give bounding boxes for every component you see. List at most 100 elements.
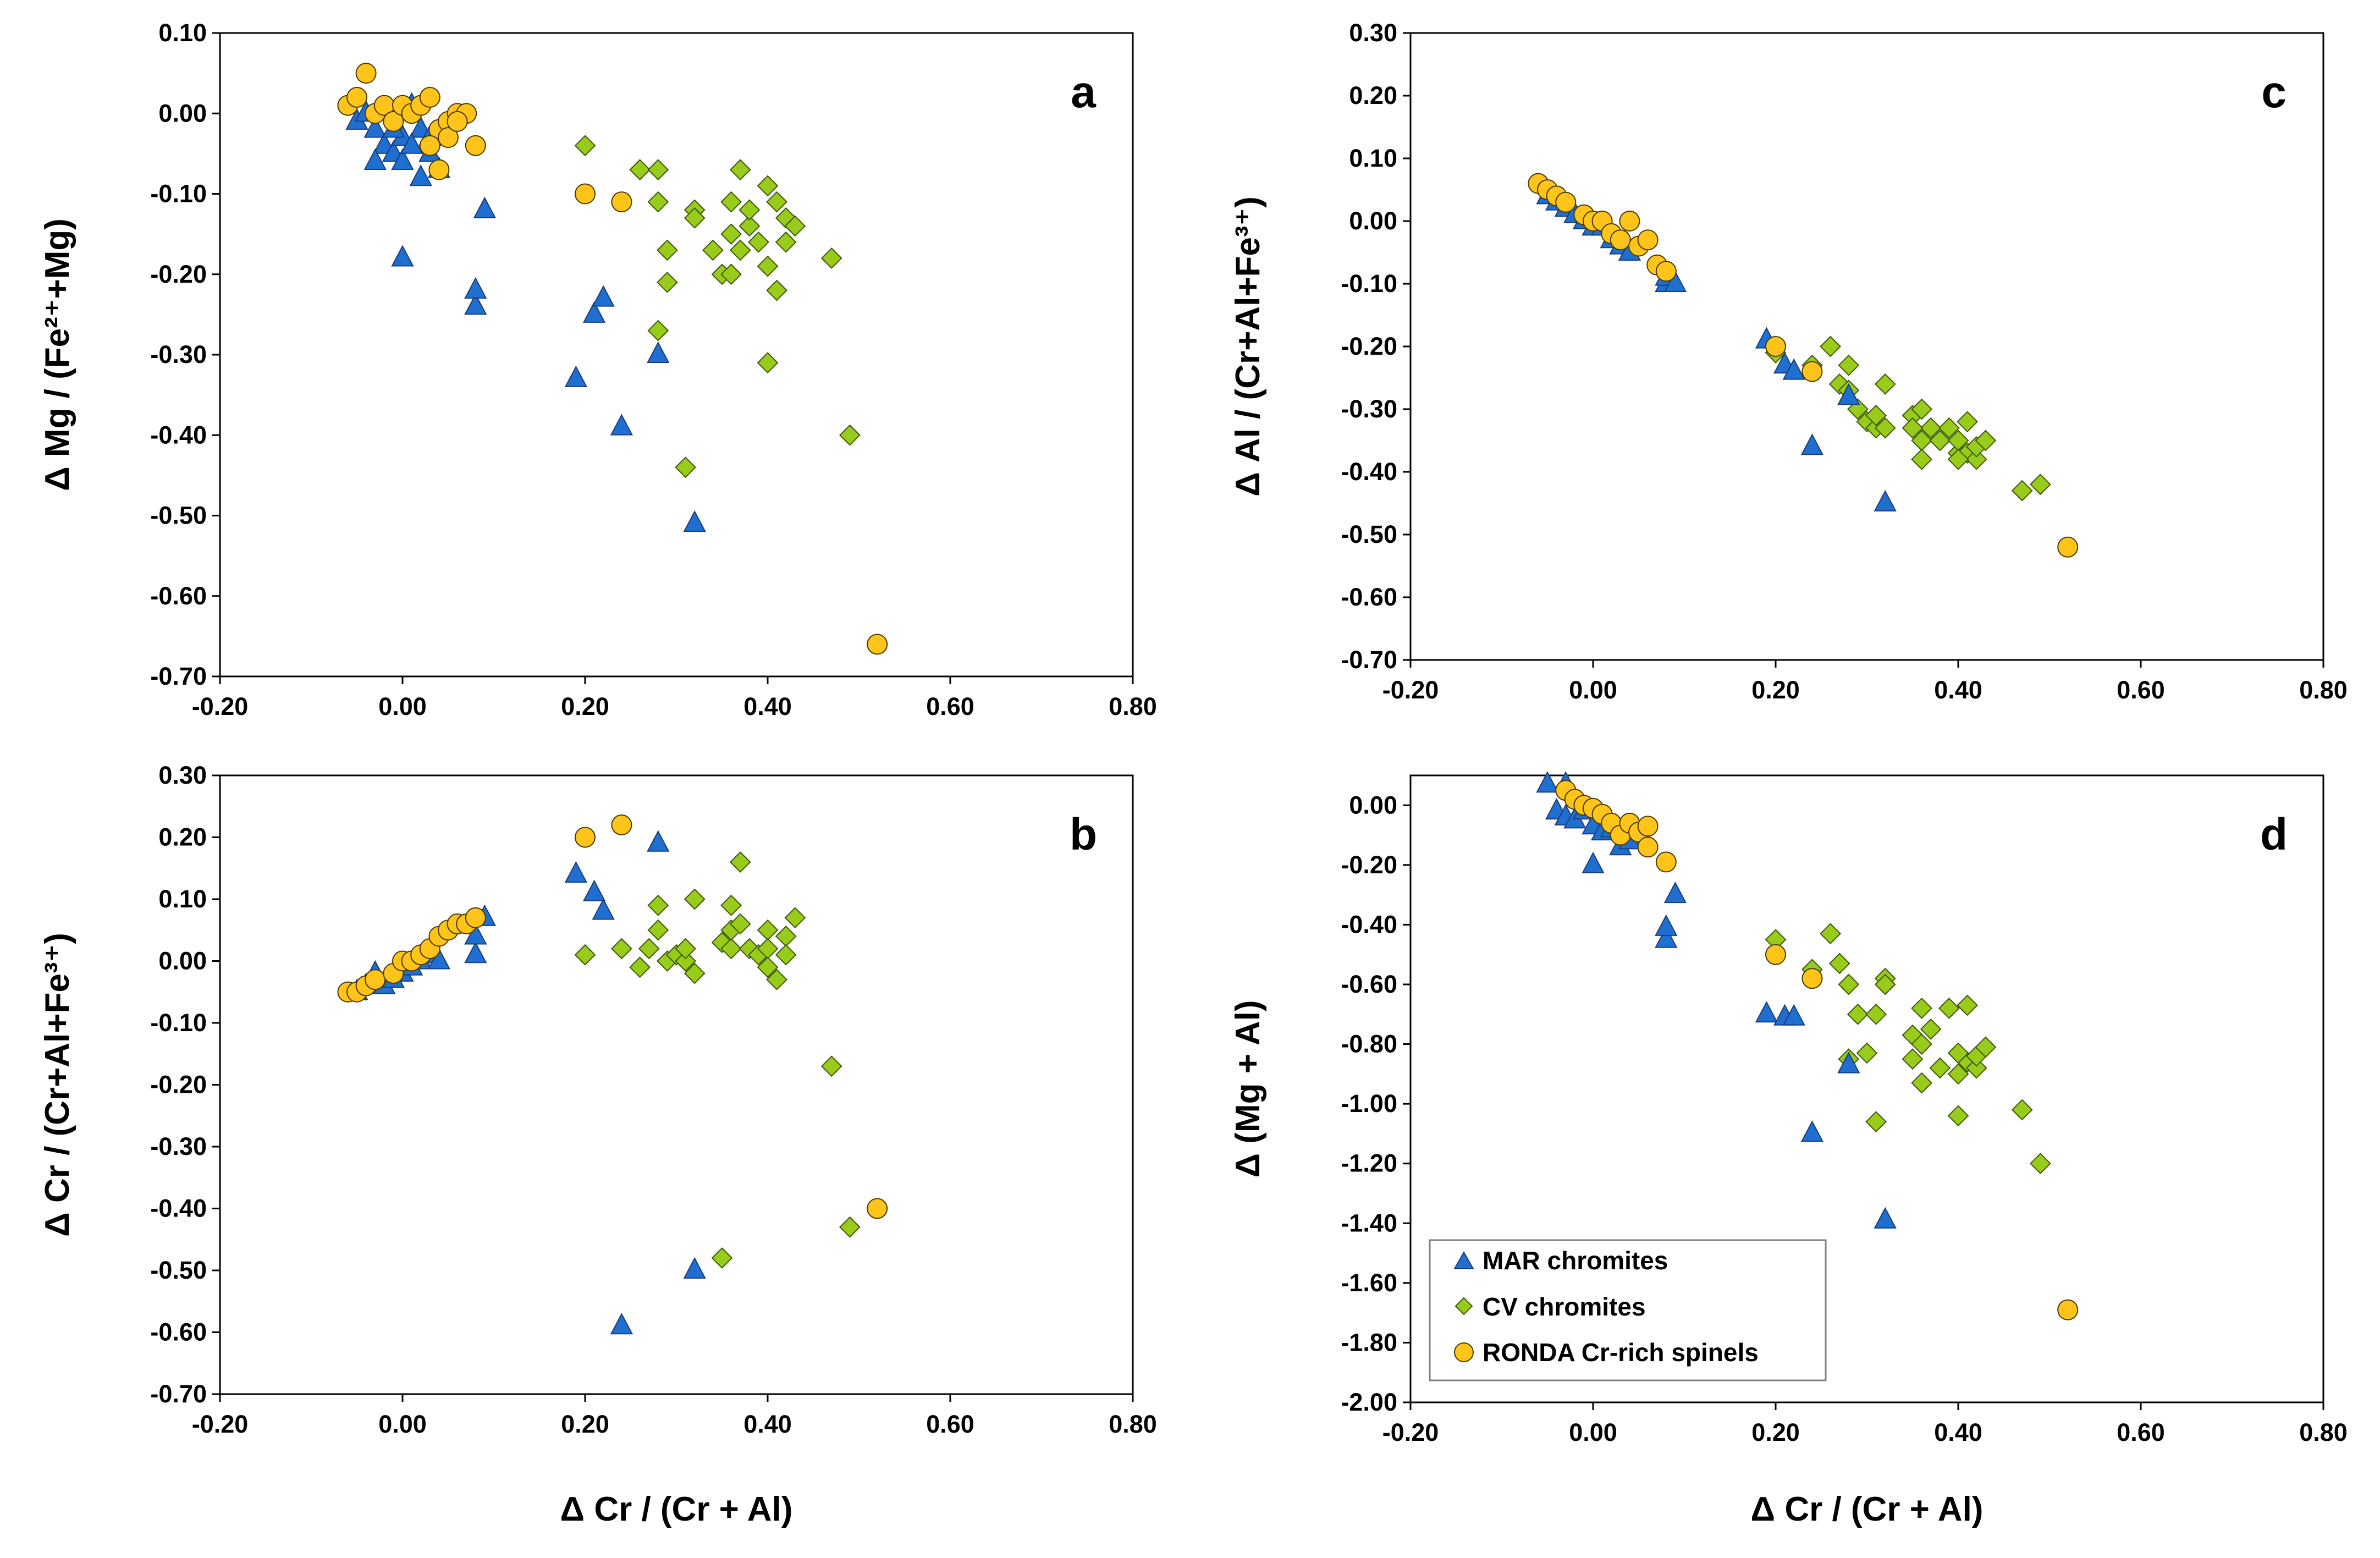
x-tick-label: -0.20	[1382, 1418, 1439, 1446]
y-tick-label: 0.00	[1349, 791, 1397, 819]
cv-point	[775, 944, 797, 966]
y-tick-label: -0.50	[150, 502, 207, 530]
y-tick-label: -0.30	[150, 340, 207, 368]
x-tick-label: 0.00	[378, 1410, 427, 1438]
cv-point	[2011, 480, 2033, 502]
cv-point	[1902, 417, 1924, 439]
cv-point	[711, 1247, 733, 1269]
x-tick-label: 0.80	[1109, 1410, 1157, 1438]
y-tick-label: 0.10	[158, 19, 207, 47]
cv-point	[647, 894, 669, 916]
x-tick-label: 0.20	[561, 1410, 609, 1438]
mar-point	[610, 414, 633, 436]
ronda-point	[611, 191, 632, 213]
cv-point	[784, 907, 806, 929]
ronda-point	[1555, 191, 1577, 213]
ronda-point	[1637, 836, 1659, 858]
cv-point	[784, 215, 806, 237]
y-tick-label: -0.10	[1341, 269, 1397, 298]
y-axis-title: Δ (Mg + Al)	[1229, 1000, 1267, 1178]
y-tick-label: -0.20	[150, 260, 207, 288]
cv-point	[720, 894, 742, 916]
ronda-point	[867, 1198, 888, 1219]
mar-point	[592, 898, 615, 920]
x-tick-label: 0.60	[2117, 1418, 2165, 1446]
y-tick-label: -0.70	[150, 662, 207, 690]
cv-point	[684, 207, 706, 229]
cv-point	[820, 1055, 842, 1077]
mar-point	[473, 196, 497, 218]
cv-point	[1965, 448, 1987, 470]
mar-point	[464, 277, 487, 299]
cv-point	[757, 352, 779, 374]
cv-point	[647, 320, 669, 342]
panel-letter: a	[1071, 67, 1097, 117]
cv-point	[2029, 1153, 2051, 1175]
cv-point	[747, 231, 769, 253]
cv-point	[766, 279, 788, 301]
y-tick-label: -0.60	[150, 1318, 207, 1346]
cv-point	[1838, 973, 1860, 995]
y-axis-title: Δ Cr / (Cr+Al+Fe³⁺)	[38, 933, 76, 1237]
y-tick-label: -0.20	[1341, 332, 1397, 360]
legend-mar-marker	[1453, 1251, 1474, 1269]
cv-point	[1975, 430, 1997, 452]
mar-point	[610, 1313, 633, 1335]
cv-point	[574, 135, 596, 157]
cv-point	[647, 191, 669, 213]
y-tick-label: -0.40	[150, 1194, 207, 1223]
ronda-point	[1655, 261, 1677, 282]
legend-cv-marker	[1455, 1297, 1473, 1315]
plot-area-frame	[1409, 774, 2324, 1403]
legend-ronda-label: RONDA Cr-rich spinels	[1483, 1338, 1759, 1367]
cv-point	[757, 956, 779, 978]
cv-point	[1874, 973, 1896, 995]
x-tick-label: 0.80	[2299, 1418, 2348, 1446]
y-tick-label: 0.30	[1349, 19, 1397, 47]
panel-a: 0.10 0.00 -0.10 -0.20 -0.30 -0.40 -0.50 -0.60 -0…	[38, 19, 1157, 720]
plot-area-frame	[1409, 32, 2324, 661]
cv-point	[757, 175, 779, 197]
cv-point	[656, 239, 678, 261]
cv-point	[647, 919, 669, 941]
ronda-point	[355, 63, 377, 84]
mar-point	[409, 164, 432, 186]
cv-point	[1911, 398, 1933, 420]
y-tick-label: -1.20	[1341, 1149, 1397, 1177]
y-tick-label: 0.00	[1349, 207, 1397, 235]
y-tick-label: -0.70	[150, 1380, 207, 1408]
ronda-point	[1655, 851, 1677, 873]
x-tick-label: 0.40	[1934, 676, 1982, 704]
mar-point	[1837, 1051, 1860, 1073]
mar-point	[1782, 1004, 1805, 1026]
x-tick-label: -0.20	[192, 1410, 249, 1438]
x-tick-label: 0.20	[561, 692, 609, 720]
mar-point	[683, 1257, 706, 1279]
cv-point	[1938, 998, 1960, 1019]
y-tick-label: -1.60	[1341, 1269, 1397, 1297]
legend-cv-label: CV chromites	[1483, 1292, 1646, 1321]
mar-point	[1536, 771, 1559, 793]
cv-point	[1911, 1072, 1933, 1094]
cv-point	[1820, 923, 1842, 945]
cv-point	[729, 239, 751, 261]
cv-point	[775, 926, 797, 947]
y-tick-label: -0.20	[1341, 851, 1397, 879]
y-tick-label: -0.70	[1341, 646, 1397, 674]
y-tick-label: -0.60	[1341, 970, 1397, 998]
y-tick-label: -1.80	[1341, 1328, 1397, 1356]
ronda-point	[1801, 968, 1823, 989]
cv-point	[1911, 448, 1933, 470]
cv-point	[1865, 1003, 1887, 1025]
x-tick-label: 0.60	[926, 692, 974, 720]
mar-point	[683, 510, 706, 532]
panel-letter: b	[1070, 810, 1097, 860]
y-tick-label: -0.50	[150, 1256, 207, 1284]
cv-point	[839, 424, 861, 446]
mar-point	[1800, 433, 1824, 455]
ronda-point	[2057, 1299, 2079, 1320]
ronda-point	[383, 111, 404, 132]
x-tick-label: -0.20	[1382, 676, 1439, 704]
cv-point	[629, 956, 651, 978]
ronda-point	[465, 907, 486, 928]
